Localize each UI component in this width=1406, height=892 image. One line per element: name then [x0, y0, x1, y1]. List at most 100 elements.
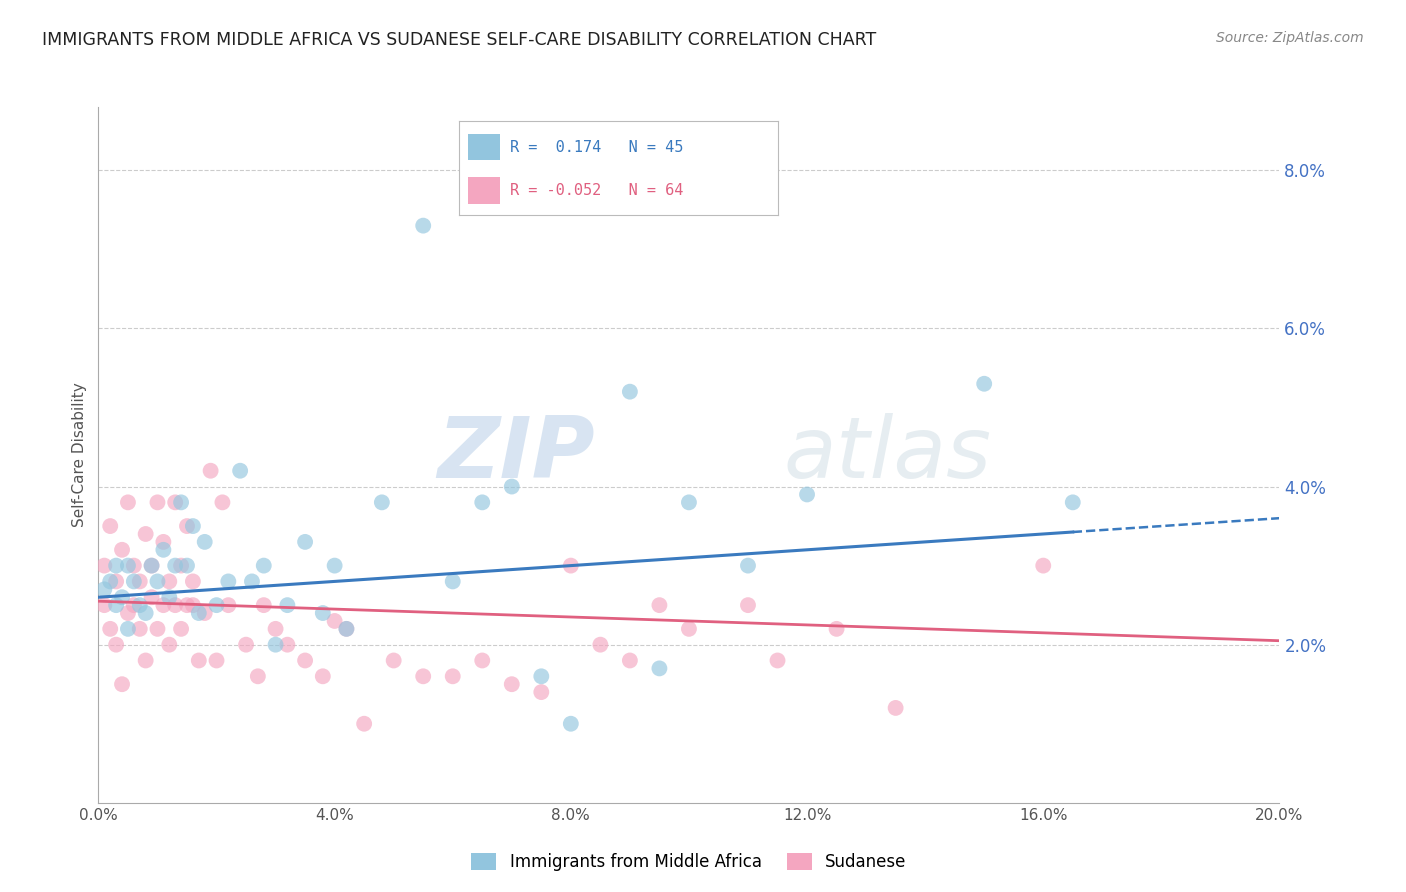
- Point: [501, 677, 523, 691]
- Point: [152, 534, 174, 549]
- Point: [217, 574, 239, 589]
- Point: [294, 534, 316, 549]
- Point: [194, 606, 217, 620]
- Point: [229, 464, 252, 478]
- Point: [98, 519, 121, 533]
- Point: [235, 638, 257, 652]
- Point: [128, 598, 150, 612]
- Point: [117, 558, 139, 573]
- Point: [471, 653, 494, 667]
- Point: [825, 622, 848, 636]
- Point: [194, 534, 217, 549]
- Point: [560, 558, 582, 573]
- Point: [187, 653, 209, 667]
- Point: [176, 598, 198, 612]
- Point: [276, 638, 298, 652]
- Point: [128, 574, 150, 589]
- Point: [335, 622, 357, 636]
- Point: [152, 598, 174, 612]
- Point: [146, 622, 169, 636]
- Point: [105, 598, 128, 612]
- Point: [93, 558, 115, 573]
- Point: [619, 653, 641, 667]
- Point: [152, 542, 174, 557]
- Point: [530, 669, 553, 683]
- Point: [205, 653, 228, 667]
- Point: [141, 558, 163, 573]
- Point: [294, 653, 316, 667]
- Point: [412, 669, 434, 683]
- Point: [181, 598, 204, 612]
- Point: [93, 582, 115, 597]
- Point: [678, 495, 700, 509]
- Point: [117, 495, 139, 509]
- Point: [157, 591, 180, 605]
- Point: [530, 685, 553, 699]
- Point: [146, 495, 169, 509]
- Point: [111, 591, 134, 605]
- Point: [501, 479, 523, 493]
- Point: [122, 598, 145, 612]
- Point: [117, 622, 139, 636]
- Point: [323, 614, 346, 628]
- Point: [93, 598, 115, 612]
- Point: [211, 495, 233, 509]
- Point: [382, 653, 405, 667]
- Point: [589, 638, 612, 652]
- Point: [1032, 558, 1054, 573]
- Point: [122, 574, 145, 589]
- Text: IMMIGRANTS FROM MIDDLE AFRICA VS SUDANESE SELF-CARE DISABILITY CORRELATION CHART: IMMIGRANTS FROM MIDDLE AFRICA VS SUDANES…: [42, 31, 876, 49]
- Point: [884, 701, 907, 715]
- Legend: Immigrants from Middle Africa, Sudanese: Immigrants from Middle Africa, Sudanese: [471, 853, 907, 871]
- Point: [737, 598, 759, 612]
- Point: [312, 669, 335, 683]
- Point: [141, 591, 163, 605]
- Point: [264, 622, 287, 636]
- Point: [135, 606, 157, 620]
- Point: [165, 558, 187, 573]
- Point: [323, 558, 346, 573]
- Text: Source: ZipAtlas.com: Source: ZipAtlas.com: [1216, 31, 1364, 45]
- Point: [141, 558, 163, 573]
- Point: [98, 622, 121, 636]
- Point: [240, 574, 263, 589]
- Point: [200, 464, 222, 478]
- Point: [176, 558, 198, 573]
- Point: [678, 622, 700, 636]
- Point: [170, 558, 193, 573]
- Point: [135, 527, 157, 541]
- Point: [217, 598, 239, 612]
- Point: [371, 495, 394, 509]
- Point: [619, 384, 641, 399]
- Text: ZIP: ZIP: [437, 413, 595, 497]
- Point: [471, 495, 494, 509]
- Point: [181, 574, 204, 589]
- Y-axis label: Self-Care Disability: Self-Care Disability: [72, 383, 87, 527]
- Point: [170, 622, 193, 636]
- Point: [135, 653, 157, 667]
- Point: [276, 598, 298, 612]
- Point: [246, 669, 269, 683]
- Point: [157, 574, 180, 589]
- Point: [335, 622, 357, 636]
- Point: [111, 677, 134, 691]
- Point: [205, 598, 228, 612]
- Point: [737, 558, 759, 573]
- Point: [146, 574, 169, 589]
- Point: [117, 606, 139, 620]
- Point: [157, 638, 180, 652]
- Point: [105, 574, 128, 589]
- Point: [253, 598, 276, 612]
- Point: [973, 376, 995, 391]
- Point: [412, 219, 434, 233]
- Point: [264, 638, 287, 652]
- Point: [128, 622, 150, 636]
- Point: [766, 653, 789, 667]
- Point: [441, 669, 464, 683]
- Point: [165, 598, 187, 612]
- Point: [796, 487, 818, 501]
- Point: [253, 558, 276, 573]
- Point: [176, 519, 198, 533]
- Point: [312, 606, 335, 620]
- Point: [560, 716, 582, 731]
